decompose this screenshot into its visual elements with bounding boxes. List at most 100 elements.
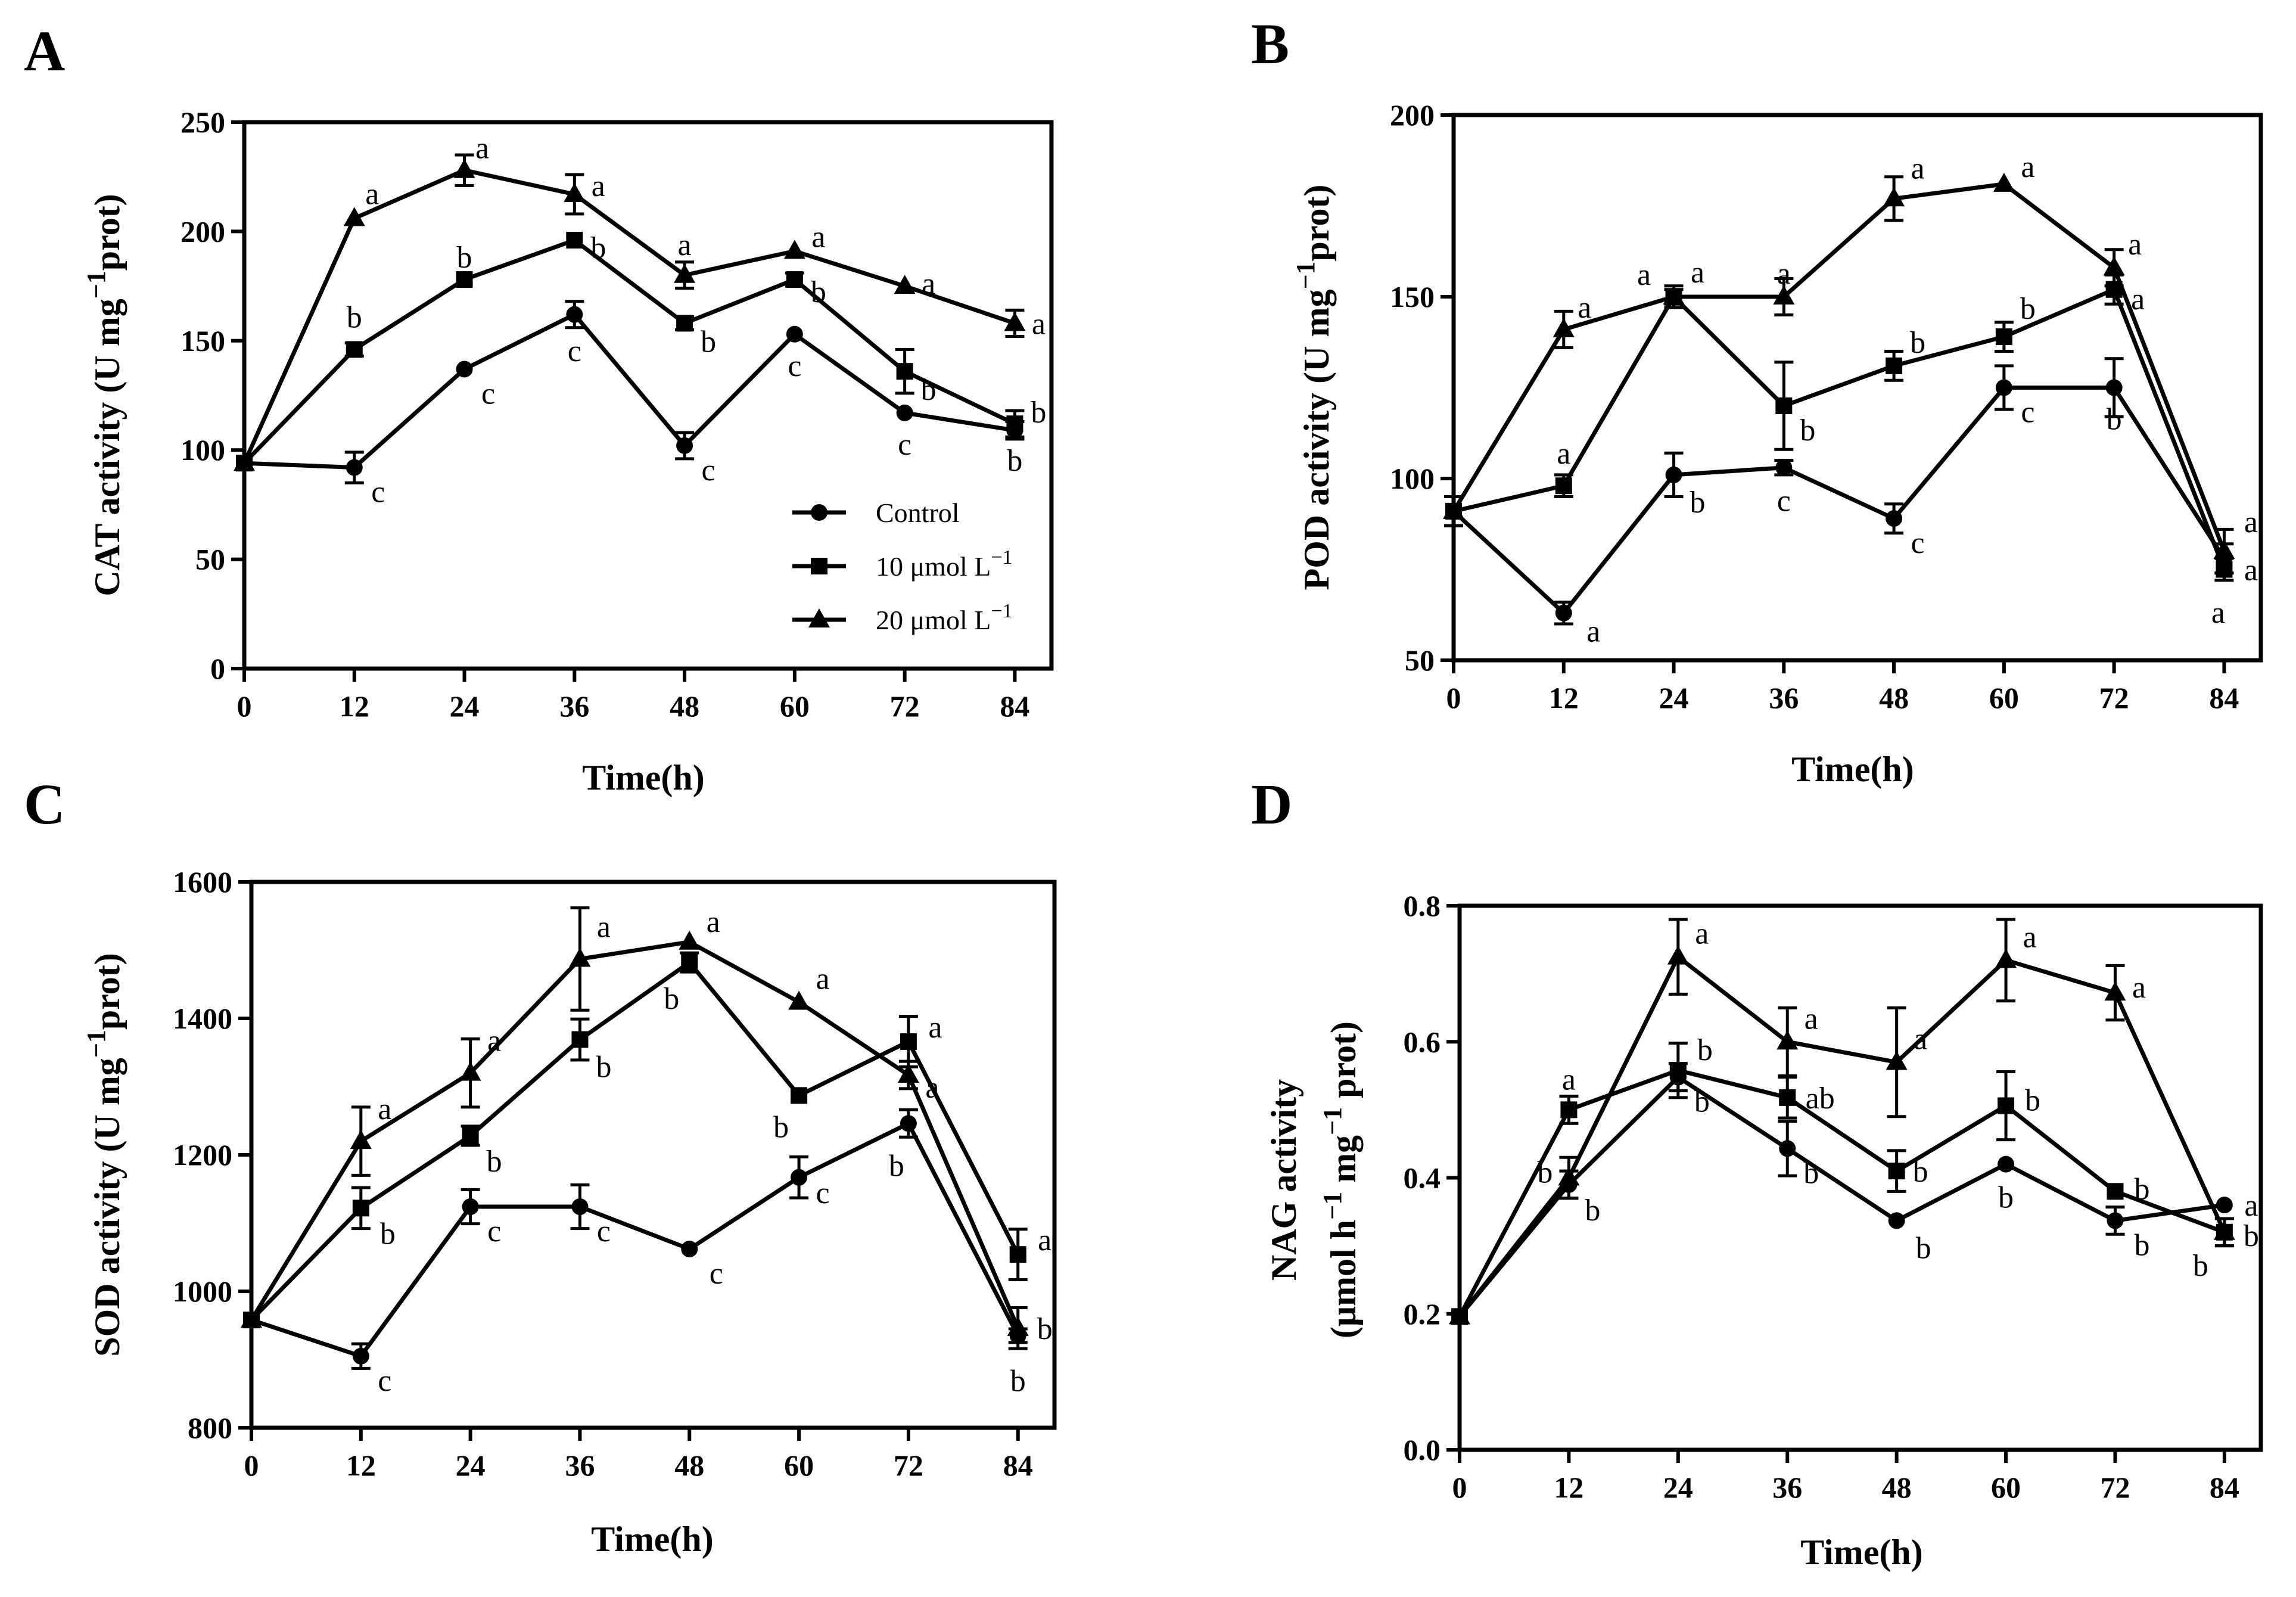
significance-label: a — [1777, 257, 1791, 291]
significance-label: a — [2021, 150, 2034, 184]
data-point — [1883, 187, 1905, 207]
y-axis-title: CAT activity (U mg−1prot) — [82, 194, 127, 596]
significance-label: a — [1038, 1223, 1051, 1257]
significance-label: a — [487, 1024, 501, 1058]
data-point — [1669, 1062, 1687, 1079]
x-axis-title: Time(h) — [582, 758, 705, 797]
series-line — [250, 960, 1020, 1322]
x-tick-label: 72 — [2100, 1471, 2130, 1504]
significance-label: a — [928, 1011, 942, 1045]
x-tick-label: 84 — [2209, 681, 2239, 714]
series-line — [1452, 182, 2226, 552]
data-point — [1775, 397, 1793, 414]
significance-label: b — [1537, 1156, 1553, 1190]
x-tick-label: 60 — [780, 689, 810, 723]
x-tick-label: 12 — [1549, 681, 1579, 714]
data-point — [1004, 312, 1026, 331]
legend-label: 10 μmol L−1 — [876, 546, 1013, 582]
significance-label: a — [1586, 615, 1600, 649]
x-tick-label: 12 — [346, 1449, 376, 1482]
data-point — [791, 1087, 808, 1104]
x-tick-label: 12 — [1554, 1471, 1583, 1504]
significance-label: b — [701, 325, 716, 359]
significance-label: b — [347, 300, 362, 334]
x-tick-label: 12 — [340, 689, 369, 723]
data-point — [453, 159, 475, 178]
significance-label: c — [1777, 484, 1791, 518]
data-point — [1667, 945, 1689, 965]
x-tick-label: 36 — [565, 1449, 595, 1482]
y-tick-label: 150 — [1390, 280, 1435, 313]
data-point — [1998, 1155, 2015, 1173]
series-line — [242, 168, 1016, 464]
x-tick-label: 24 — [450, 689, 480, 723]
series-line — [1458, 1075, 2225, 1318]
significance-label: b — [1800, 414, 1815, 448]
panel-c: C 800 1000 1200 1400 1600 0 12 24 36 48 60 72 84 Time(… — [24, 772, 1057, 1559]
data-point — [1886, 357, 1903, 374]
significance-label: c — [371, 476, 385, 509]
series-line — [1453, 287, 2226, 570]
series-line — [250, 1121, 1020, 1359]
data-point — [1775, 459, 1793, 476]
data-point — [234, 452, 255, 471]
series-line — [244, 312, 1015, 470]
significance-label: b — [590, 231, 606, 265]
x-tick-label: 84 — [1000, 689, 1029, 723]
significance-label: b — [380, 1217, 396, 1251]
data-point — [1886, 1051, 1908, 1070]
x-tick-label: 0 — [237, 689, 252, 723]
significance-label: a — [475, 132, 489, 166]
significance-label: c — [1911, 526, 1925, 560]
y-tick-label: 800 — [188, 1411, 232, 1444]
significance-label: b — [2107, 403, 2122, 437]
significance-label: b — [2020, 292, 2036, 326]
series-line — [1458, 955, 2227, 1318]
data-point — [681, 954, 698, 971]
significance-label: a — [1691, 256, 1704, 290]
y-tick-label: 1200 — [173, 1138, 232, 1172]
data-point — [1888, 1212, 1905, 1229]
significance-label: b — [889, 1149, 904, 1183]
data-point — [674, 263, 696, 283]
data-point — [1555, 477, 1572, 495]
x-tick-label: 72 — [894, 1449, 923, 1482]
x-tick-label: 0 — [244, 1449, 259, 1482]
significance-label: a — [816, 962, 830, 996]
x-tick-label: 36 — [1772, 1471, 1802, 1504]
significance-label: b — [1803, 1156, 1819, 1190]
data-point — [1006, 415, 1023, 433]
significance-label: a — [2244, 1189, 2258, 1223]
y-tick-label: 1600 — [173, 865, 232, 899]
significance-label: b — [1690, 486, 1706, 520]
legend-label: Control — [876, 498, 960, 528]
data-point — [1993, 172, 2015, 192]
panel-letter: D — [1251, 772, 1292, 836]
significance-label: a — [1032, 307, 1046, 341]
data-point — [571, 1031, 589, 1048]
data-point — [569, 947, 591, 967]
plot-frame — [249, 880, 1057, 1430]
significance-label: c — [481, 377, 495, 411]
legend-marker — [808, 608, 830, 627]
data-point — [2105, 379, 2123, 396]
y-tick-label: 0.6 — [1404, 1025, 1441, 1058]
data-point — [786, 325, 803, 343]
data-point — [2213, 540, 2235, 559]
significance-label: a — [1805, 1002, 1818, 1036]
y-tick-label: 1000 — [173, 1275, 232, 1308]
significance-label: a — [678, 228, 692, 262]
data-point — [1998, 1097, 2015, 1114]
data-point — [456, 271, 473, 288]
significance-label: b — [1694, 1085, 1710, 1119]
significance-label: b — [596, 1050, 611, 1084]
legend-marker — [811, 558, 827, 574]
data-point — [2107, 1183, 2124, 1200]
x-tick-label: 48 — [1882, 1471, 1912, 1504]
significance-label: a — [707, 905, 720, 939]
significance-label: a — [1578, 291, 1591, 325]
data-point — [896, 363, 913, 380]
y-tick-label: 0.8 — [1404, 889, 1441, 922]
